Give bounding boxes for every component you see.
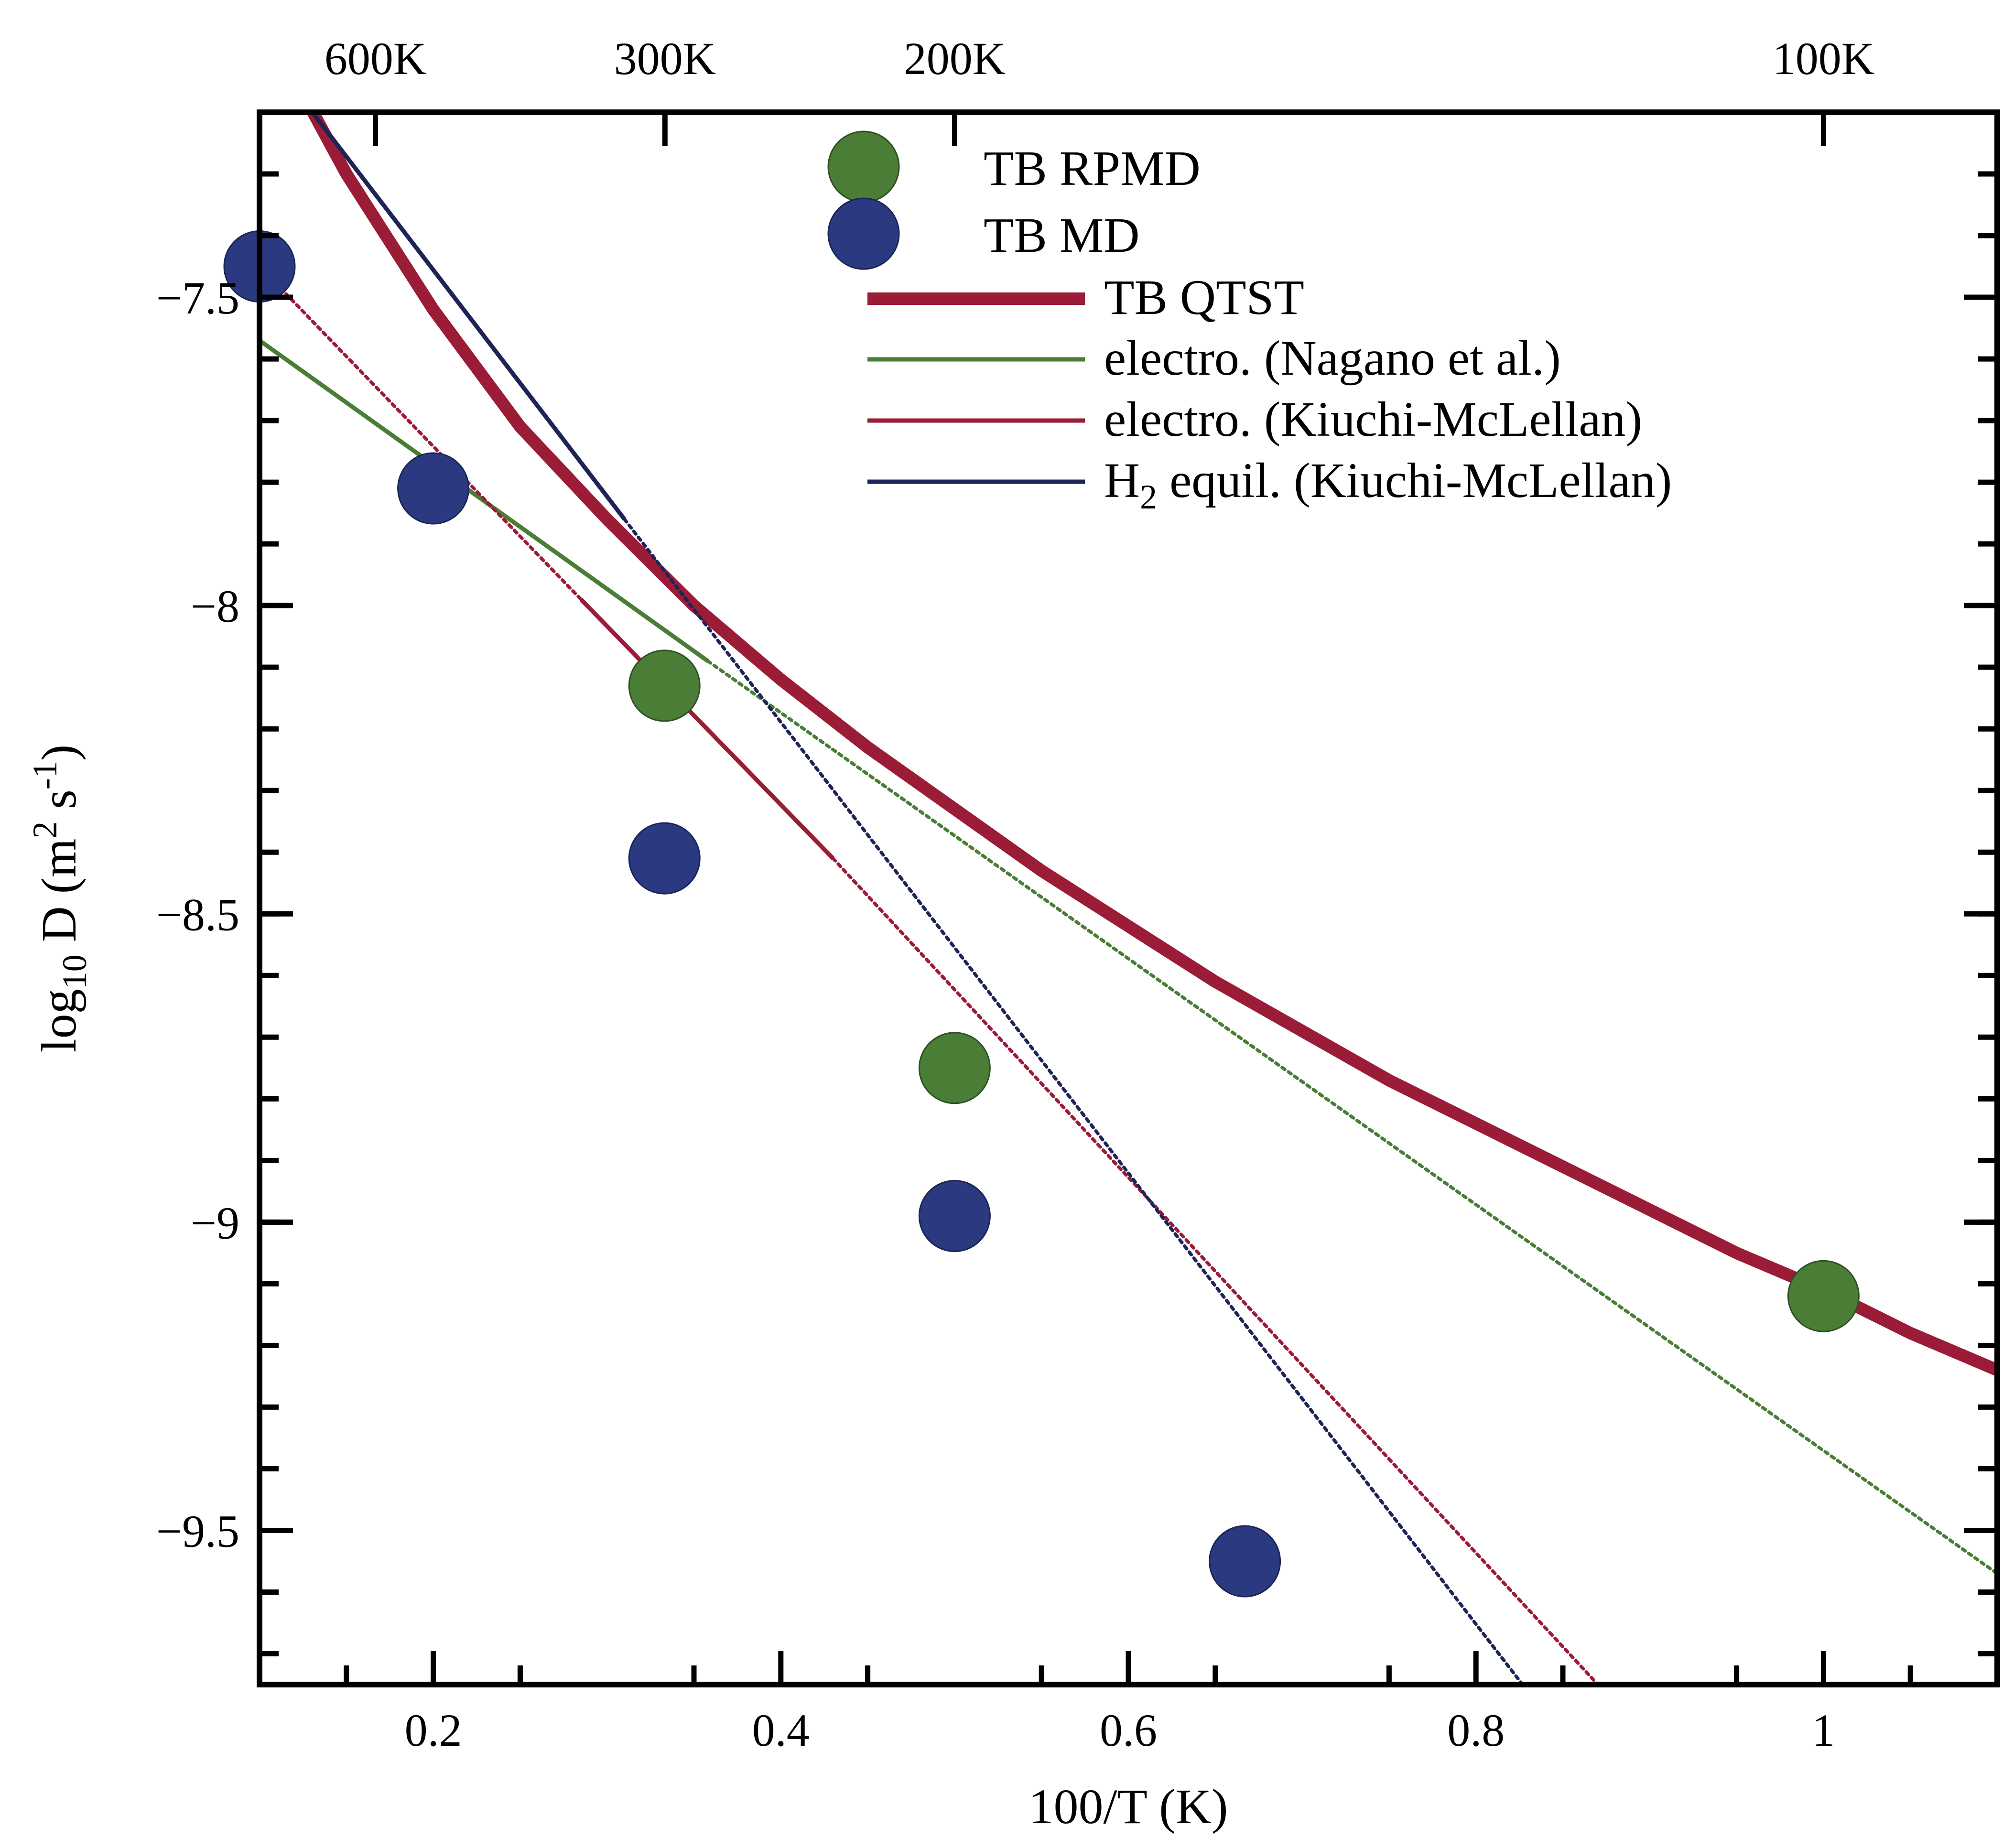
- x-tick-label-3: 0.8: [1447, 1705, 1505, 1756]
- series-tb-qtst: [306, 112, 1997, 1376]
- point-tb-md-4: [1209, 1525, 1281, 1598]
- x-tick-label-0: 0.2: [405, 1705, 462, 1756]
- top-tick-label-2: 200K: [904, 33, 1006, 84]
- point-tb-rpmd-1: [918, 1032, 991, 1104]
- legend-label-tb-rpmd: TB RPMD: [984, 141, 1201, 196]
- points-layer: [223, 230, 1860, 1598]
- x-tick-label-2: 0.6: [1100, 1705, 1157, 1756]
- x-tick-label-1: 0.4: [752, 1705, 810, 1756]
- top-tick-label-3: 100K: [1773, 33, 1874, 84]
- y-tick-label-2: −8.5: [156, 889, 239, 940]
- series-electro-kiuchi-mclellan-dotted-1: [831, 856, 1601, 1685]
- y-tick-label-1: −8: [191, 581, 239, 632]
- point-tb-md-2: [628, 822, 701, 895]
- y-label-log: log: [32, 989, 87, 1052]
- point-tb-md-1: [397, 452, 470, 525]
- y-tick-label-4: −9.5: [156, 1505, 239, 1556]
- y-label-sup1: 2: [26, 821, 64, 839]
- series-h2-equil-kiuchi-mclellan-solid: [310, 112, 627, 521]
- series-electro-kiuchi-mclellan-dotted-0: [260, 265, 583, 601]
- ticks-layer: 0.2 0.4 0.6 0.8 1 −7.5 −8 −8.5 −9 −9.5 600K 300K 200…: [156, 33, 1997, 1756]
- top-tick-label-0: 600K: [325, 33, 426, 84]
- point-tb-md-3: [918, 1180, 991, 1252]
- x-axis-label: 100/T (K): [1029, 1779, 1228, 1834]
- legend-h2-rest: equil. (Kiuchi-McLellan): [1157, 453, 1672, 508]
- x-tick-label-4: 1: [1812, 1705, 1835, 1756]
- legend-label-tb-md: TB MD: [984, 208, 1139, 263]
- legend-h2-h: H: [1104, 453, 1140, 508]
- y-label-sub: 10: [55, 954, 94, 989]
- legend-h2-sub: 2: [1140, 478, 1157, 516]
- series-electro-kiuchi-mclellan-solid: [579, 598, 835, 860]
- legend-label-kiuchi: electro. (Kiuchi-McLellan): [1104, 392, 1642, 447]
- legend-label-h2-equil: H2 equil. (Kiuchi-McLellan): [1104, 453, 1672, 516]
- top-tick-label-1: 300K: [614, 33, 716, 84]
- legend-label-nagano: electro. (Nagano et al.): [1104, 331, 1561, 386]
- y-tick-label-3: −9: [191, 1197, 239, 1248]
- y-tick-label-0: −7.5: [156, 272, 239, 324]
- series-h2-equil-kiuchi-mclellan-dotted-0: [623, 518, 1525, 1685]
- series-layer: [260, 112, 1997, 1685]
- y-label-sup2: -1: [26, 761, 64, 789]
- legend-marker-tb-rpmd: [827, 130, 900, 203]
- legend-label-tb-qtst: TB QTST: [1104, 270, 1304, 325]
- y-label-rest: D (m: [32, 839, 87, 955]
- legend-marker-tb-md: [827, 197, 900, 270]
- point-tb-rpmd-0: [628, 649, 701, 722]
- point-tb-rpmd-2: [1787, 1260, 1860, 1332]
- y-label-end: ): [32, 745, 87, 761]
- series-electro-nagano-et-al-dotted-0: [706, 659, 1997, 1576]
- y-label-mid: s: [32, 789, 87, 821]
- y-axis-label: log10 D (m2 s-1): [26, 745, 94, 1053]
- legend: TB RPMD TB MD TB QTST electro. (Nagano e…: [827, 130, 1672, 516]
